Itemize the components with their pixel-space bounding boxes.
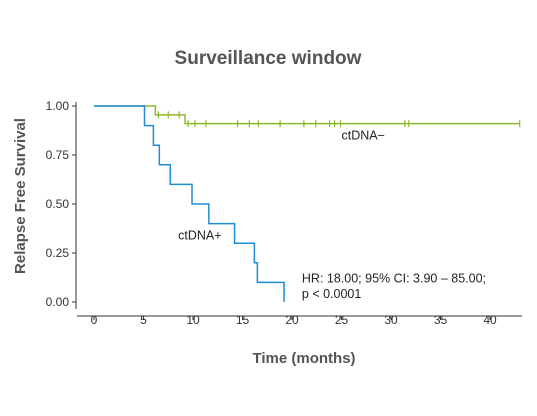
x-tick-label: 40 [483,313,497,327]
chart-title: Surveillance window [175,48,362,69]
chart-annotation: p < 0.0001 [302,287,361,301]
x-tick-label: 15 [236,313,250,327]
x-tick-label: 35 [434,313,448,327]
annotation-layer: ctDNA− ctDNA+ HR: 18.00; 95% CI: 3.90 – 85… [178,128,486,301]
y-axis-ticks: 0.00 0.25 0.50 0.75 1.00 [46,99,76,309]
chart-annotation: ctDNA+ [178,228,221,242]
x-tick-label: 0 [91,313,98,327]
x-tick-label: 5 [140,313,147,327]
x-tick-label: 25 [335,313,349,327]
y-tick-label: 0.25 [46,246,70,260]
y-tick-label: 0.50 [46,197,70,211]
x-axis-ticks: 0 5 10 15 20 25 30 35 40 [91,313,497,327]
chart-annotation: HR: 18.00; 95% CI: 3.90 – 85.00; [302,271,486,285]
y-axis-label: Relapse Free Survival [12,118,29,274]
chart-annotation: ctDNA− [342,128,385,142]
y-tick-label: 1.00 [46,99,70,113]
y-tick-label: 0.00 [46,295,70,309]
x-tick-label: 10 [186,313,200,327]
series-layer [94,105,521,302]
x-tick-label: 30 [384,313,398,327]
x-axis-label: Time (months) [252,350,355,367]
y-tick-label: 0.75 [46,148,70,162]
survival-curve-ctdna-positive [94,105,285,302]
x-tick-label: 20 [285,313,299,327]
